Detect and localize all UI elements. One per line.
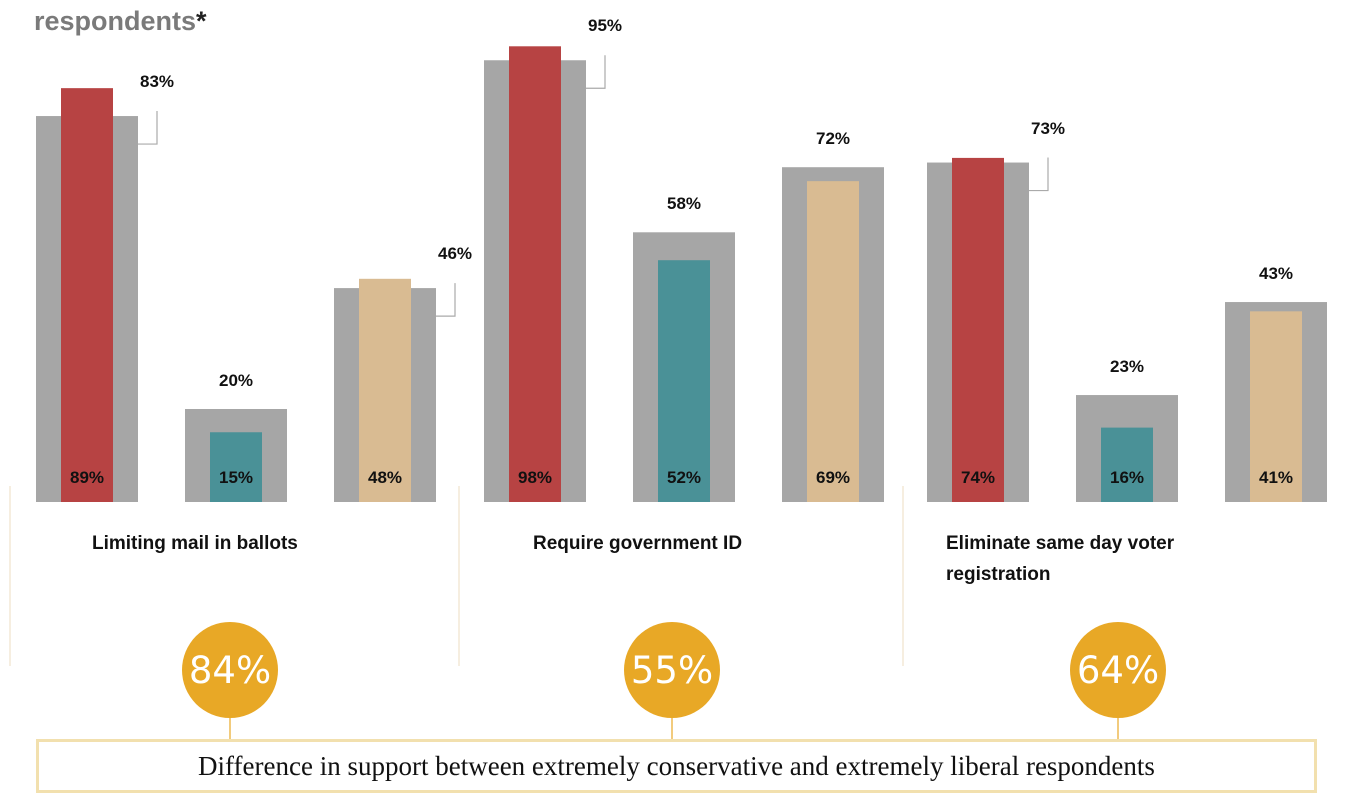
bar-conservative	[61, 88, 113, 503]
difference-circle: 84%	[182, 622, 278, 718]
inner-value-label: 48%	[367, 468, 403, 487]
bar-conservative	[952, 157, 1004, 502]
outer-value-label: 83%	[139, 72, 175, 92]
label-connector	[586, 55, 606, 89]
bar-moderate	[359, 278, 411, 502]
inner-value-label: 52%	[666, 468, 702, 487]
outer-value-label: 23%	[1109, 357, 1145, 377]
bar-conservative	[509, 46, 561, 503]
label-connector	[436, 283, 456, 317]
group-label: Eliminate same day voter registration	[946, 533, 1175, 585]
bar-liberal	[658, 260, 710, 502]
chart-title: respondents*	[34, 6, 207, 37]
outer-value-label: 46%	[437, 244, 473, 264]
outer-value-label: 20%	[218, 371, 254, 390]
label-connector	[1029, 157, 1049, 192]
difference-circle: 55%	[624, 622, 720, 718]
bar-moderate	[1250, 311, 1302, 502]
outer-value-label: 43%	[1258, 264, 1294, 284]
inner-value-label: 69%	[815, 468, 851, 487]
outer-value-label: 58%	[666, 194, 702, 214]
label-connector	[138, 111, 158, 145]
inner-value-label: 15%	[218, 468, 254, 487]
group-label: Require government ID	[533, 533, 743, 554]
title-asterisk: *	[196, 6, 207, 36]
outer-value-label: 95%	[587, 16, 623, 36]
difference-circle: 64%	[1070, 622, 1166, 718]
inner-value-label: 98%	[517, 468, 553, 487]
bar-liberal	[210, 432, 262, 502]
inner-value-label: 41%	[1258, 468, 1294, 487]
outer-value-label: 73%	[1030, 118, 1066, 138]
inner-value-label: 89%	[69, 468, 105, 487]
bar-liberal	[1101, 427, 1153, 502]
chart-title-text: respondents	[34, 6, 197, 36]
outer-value-label: 72%	[815, 129, 851, 149]
inner-value-label: 74%	[960, 468, 996, 487]
bar-moderate	[807, 181, 859, 502]
difference-caption: Difference in support between extremely …	[198, 750, 1155, 781]
inner-value-label: 16%	[1109, 468, 1145, 487]
group-label: Limiting mail in ballots	[92, 533, 298, 554]
difference-caption-box: Difference in support between extremely …	[36, 739, 1317, 793]
